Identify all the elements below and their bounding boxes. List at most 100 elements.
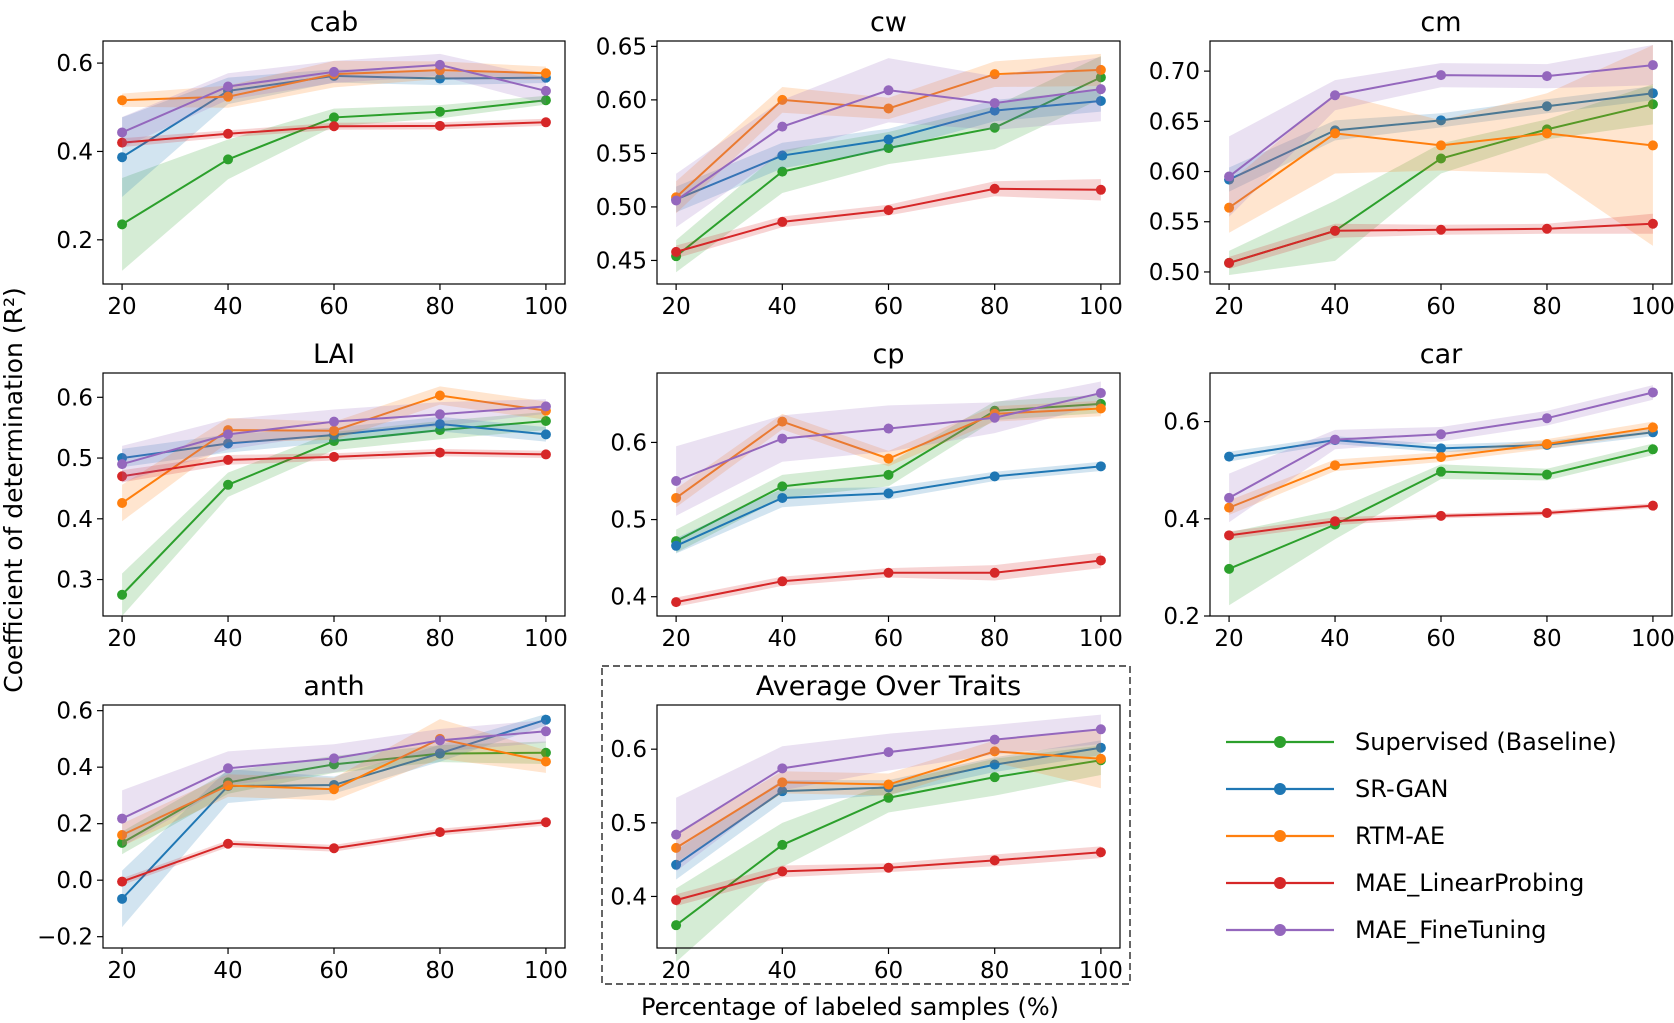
point-lai-mae-linearprobing-40 (223, 454, 234, 465)
x-tick-label-cab-80: 80 (425, 294, 454, 320)
band-lai-rtm-ae (122, 386, 546, 522)
x-tick-label-lai-40: 40 (213, 626, 242, 652)
band-lai-supervised-baseline (122, 411, 546, 616)
point-car-mae-linearprobing-20 (1224, 530, 1235, 541)
point-average-over-traits-mae-linearprobing-20 (671, 895, 682, 906)
point-lai-rtm-ae-20 (117, 498, 128, 509)
y-tick-label-cab-0: 0.2 (56, 228, 93, 254)
point-anth-rtm-ae-40 (223, 780, 234, 791)
y-tick-label-car-1: 0.4 (1163, 507, 1200, 533)
x-tick-label-cm-80: 80 (1532, 294, 1561, 320)
point-cw-mae-linearprobing-60 (883, 205, 894, 216)
band-cp-mae-linearprobing (676, 552, 1101, 607)
point-lai-sr-gan-80 (434, 419, 445, 430)
point-cw-mae-linearprobing-100 (1095, 184, 1106, 195)
panel-title-car: car (1420, 339, 1463, 370)
x-tick-label-cw-20: 20 (661, 294, 690, 320)
point-cm-sr-gan-60 (1436, 115, 1446, 126)
x-tick-label-car-100: 100 (1631, 626, 1674, 652)
point-cm-rtm-ae-100 (1647, 140, 1658, 151)
y-tick-label-car-0: 0.2 (1163, 604, 1200, 630)
point-average-over-traits-rtm-ae-20 (671, 842, 682, 853)
point-cab-mae-finetuning-40 (223, 81, 234, 92)
point-cw-mae-finetuning-40 (777, 121, 788, 132)
point-cm-rtm-ae-80 (1541, 128, 1552, 139)
point-anth-mae-finetuning-60 (329, 753, 339, 764)
point-cab-supervised-baseline-80 (434, 106, 445, 117)
point-cm-mae-finetuning-20 (1224, 171, 1235, 182)
y-tick-label-average-over-traits-2: 0.6 (610, 737, 647, 763)
point-average-over-traits-mae-finetuning-20 (671, 829, 682, 840)
point-car-mae-finetuning-40 (1330, 434, 1341, 445)
point-cw-mae-finetuning-60 (883, 85, 894, 96)
x-tick-label-cp-100: 100 (1079, 626, 1123, 652)
point-anth-rtm-ae-20 (117, 829, 128, 840)
point-lai-supervised-baseline-20 (117, 589, 128, 600)
point-cw-sr-gan-60 (883, 134, 894, 145)
panel-title-cp: cp (873, 339, 905, 370)
point-anth-mae-finetuning-20 (117, 813, 128, 824)
point-cab-supervised-baseline-20 (117, 219, 128, 230)
point-cab-supervised-baseline-40 (223, 154, 234, 165)
point-anth-supervised-baseline-20 (117, 837, 128, 848)
point-cm-rtm-ae-20 (1224, 202, 1235, 213)
point-lai-mae-finetuning-20 (117, 459, 128, 470)
point-cw-mae-linearprobing-20 (671, 246, 682, 257)
point-cm-mae-linearprobing-20 (1224, 257, 1235, 268)
point-average-over-traits-sr-gan-20 (671, 859, 682, 870)
point-average-over-traits-rtm-ae-100 (1095, 753, 1106, 764)
point-cw-mae-finetuning-20 (671, 195, 682, 206)
point-cp-sr-gan-100 (1095, 461, 1106, 472)
y-tick-label-cw-0: 0.45 (596, 248, 647, 274)
y-tick-label-cw-2: 0.55 (596, 141, 647, 167)
band-cm-mae-finetuning (1229, 45, 1653, 217)
y-tick-label-cm-3: 0.65 (1149, 109, 1200, 135)
y-tick-label-car-2: 0.6 (1163, 410, 1200, 436)
point-average-over-traits-mae-finetuning-60 (883, 747, 894, 758)
x-tick-label-cm-60: 60 (1426, 294, 1455, 320)
y-axis-label: Coefficient of determination (R²) (0, 287, 28, 692)
y-tick-label-anth-4: 0.6 (56, 699, 93, 725)
point-cab-mae-linearprobing-40 (223, 128, 234, 139)
panel-average-over-traits: Average Over Traits 20 40 60 80 100 0.4 0.5 0.6 (610, 671, 1122, 984)
point-average-over-traits-mae-finetuning-100 (1095, 724, 1106, 735)
point-cm-mae-linearprobing-60 (1436, 224, 1446, 235)
point-average-over-traits-supervised-baseline-20 (671, 920, 682, 931)
point-cp-supervised-baseline-40 (777, 481, 788, 492)
x-tick-label-lai-100: 100 (524, 626, 568, 652)
point-lai-mae-linearprobing-80 (434, 447, 445, 458)
x-tick-label-cm-40: 40 (1320, 294, 1349, 320)
point-cp-sr-gan-60 (883, 488, 894, 499)
average-panel-highlight-box (601, 665, 1131, 985)
point-car-mae-linearprobing-40 (1330, 516, 1341, 527)
band-lai-mae-finetuning (122, 399, 546, 483)
point-cp-mae-finetuning-80 (989, 412, 1000, 423)
point-lai-mae-finetuning-40 (223, 429, 234, 440)
x-tick-label-cw-100: 100 (1079, 294, 1123, 320)
point-car-mae-linearprobing-60 (1436, 510, 1446, 521)
y-tick-label-average-over-traits-0: 0.4 (610, 884, 647, 910)
legend-label-mae-finetuning: MAE_FineTuning (1355, 916, 1547, 944)
point-car-mae-finetuning-100 (1647, 387, 1658, 398)
y-tick-label-anth-0: −0.2 (37, 925, 93, 951)
point-car-rtm-ae-100 (1647, 422, 1658, 433)
point-cm-rtm-ae-40 (1330, 128, 1341, 139)
point-car-sr-gan-60 (1436, 443, 1446, 454)
band-cw-mae-linearprobing (676, 179, 1101, 259)
y-tick-label-cw-4: 0.65 (596, 34, 647, 60)
point-anth-sr-gan-80 (434, 748, 445, 759)
y-tick-label-average-over-traits-1: 0.5 (610, 811, 647, 837)
y-tick-label-lai-1: 0.4 (56, 507, 93, 533)
point-lai-mae-finetuning-60 (329, 416, 339, 427)
panel-lai: LAI 20 40 60 80 100 0.3 0.4 0.5 0.6 (56, 339, 567, 652)
x-tick-label-lai-20: 20 (107, 626, 136, 652)
x-tick-label-car-40: 40 (1320, 626, 1349, 652)
y-tick-label-cab-2: 0.6 (56, 51, 93, 77)
point-cm-supervised-baseline-100 (1647, 99, 1658, 110)
band-cm-sr-gan (1229, 86, 1653, 192)
panel-title-lai: LAI (313, 339, 355, 370)
point-anth-supervised-baseline-100 (540, 747, 551, 758)
point-cp-mae-finetuning-20 (671, 476, 682, 486)
panel-title-average-over-traits: Average Over Traits (756, 671, 1021, 702)
